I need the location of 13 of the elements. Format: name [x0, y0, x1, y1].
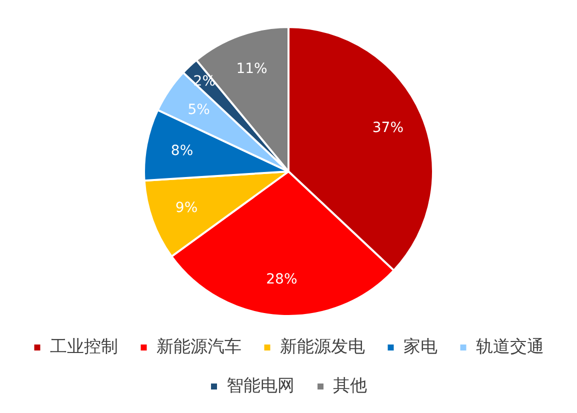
legend-label: 新能源汽车 [156, 336, 242, 357]
data-label: 11% [236, 61, 268, 78]
data-label: 8% [170, 142, 194, 159]
legend-label: 家电 [403, 336, 438, 357]
data-label: 5% [188, 102, 210, 118]
legend-label: 新能源发电 [280, 336, 365, 357]
data-label: 9% [175, 200, 198, 216]
legend-label: 其他 [333, 376, 367, 396]
legend-label: 工业控制 [50, 336, 118, 357]
legend-label: 智能电网 [226, 376, 294, 396]
data-label: 37% [372, 120, 404, 136]
legend-label: 轨道交通 [476, 336, 544, 357]
data-label: 28% [266, 271, 298, 288]
